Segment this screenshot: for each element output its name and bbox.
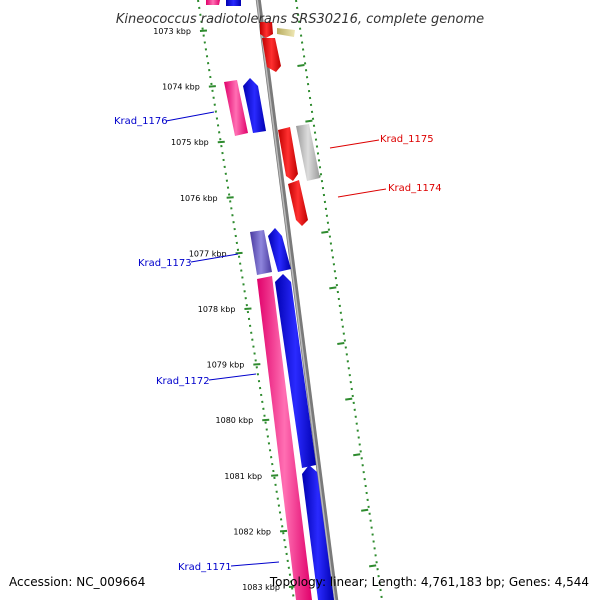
tick-label: 1075 kbp: [171, 138, 209, 147]
accession-label: Accession: NC_009664: [9, 575, 145, 589]
genome-axis-highlight: [256, 0, 336, 600]
label-krad-1173: Krad_1173: [138, 258, 192, 269]
forward-gene-partial-top: [226, 0, 241, 6]
tick-mark-left: [262, 418, 270, 422]
leader-krad-1171: [230, 561, 280, 567]
gene-labels: Krad_1176 Krad_1175 Krad_1174 Krad_1173 …: [114, 111, 442, 573]
forward-gene-krad-1176: [243, 78, 266, 133]
gene-features: [206, 0, 334, 600]
tick-mark-left: [235, 251, 243, 255]
tick-mark-left: [199, 29, 208, 32]
reverse-cds-partial-top: [277, 28, 295, 37]
label-krad-1175: Krad_1175: [380, 134, 434, 145]
tick-label: 1077 kbp: [189, 249, 227, 258]
reverse-gene-1: [262, 38, 281, 72]
forward-cds-krad-1173: [250, 230, 272, 275]
tick-label: 1074 kbp: [162, 83, 200, 92]
tick-mark-left: [279, 529, 288, 533]
tick-label: 1083 kbp: [242, 583, 280, 592]
tick-mark-right: [321, 230, 329, 234]
label-krad-1174: Krad_1174: [388, 183, 442, 194]
reverse-gene-partial-top: [260, 22, 273, 38]
leader-krad-1175: [329, 139, 380, 149]
leader-krad-1173: [190, 253, 239, 263]
tick-mark-right: [369, 564, 377, 568]
forward-gene-krad-1172: [275, 274, 316, 468]
tick-mark-left: [253, 363, 261, 366]
kbp-ticks: 1073 kbp 1074 kbp 1075 kbp 1076 kbp 1077 kbp…: [153, 27, 377, 592]
tick-label: 1081 kbp: [224, 472, 262, 481]
genome-axis: [255, 0, 339, 600]
tick-label: 1076 kbp: [180, 194, 218, 203]
topology-label: Topology: linear; Length: 4,761,183 bp; …: [269, 575, 589, 589]
forward-gene-krad-1173: [268, 228, 291, 272]
leader-krad-1176: [165, 111, 215, 122]
tick-label: 1079 kbp: [207, 361, 245, 370]
tick-mark-right: [337, 342, 345, 345]
scale-dotted-lines: [197, 0, 383, 600]
forward-cds-krad-1176: [224, 80, 248, 136]
tick-mark-right: [305, 119, 313, 123]
tick-mark-right: [361, 508, 369, 512]
tick-mark-right: [353, 453, 361, 457]
reverse-cds-krad-1175: [296, 124, 320, 181]
tick-label: 1073 kbp: [153, 27, 191, 36]
tick-label: 1080 kbp: [216, 416, 254, 425]
reverse-gene-krad-1175: [278, 127, 298, 181]
tick-label: 1082 kbp: [233, 527, 271, 536]
genome-title: Kineococcus radiotolerans SRS30216, comp…: [116, 12, 484, 27]
reverse-gene-krad-1174: [288, 180, 308, 226]
leader-krad-1174: [337, 188, 387, 198]
label-krad-1176: Krad_1176: [114, 116, 168, 127]
tick-mark-left: [217, 140, 225, 144]
tick-mark-left: [208, 85, 216, 88]
tick-label: 1078 kbp: [198, 305, 236, 314]
leader-krad-1172: [208, 373, 257, 381]
label-krad-1171: Krad_1171: [178, 562, 232, 573]
dotted-line-right: [295, 0, 383, 600]
label-krad-1172: Krad_1172: [156, 376, 210, 387]
tick-mark-left: [244, 307, 252, 310]
tick-mark-right: [345, 397, 353, 401]
tick-mark-right: [329, 286, 337, 290]
tick-mark-left: [226, 196, 234, 199]
tick-mark-left: [271, 474, 279, 477]
forward-cds-partial-top: [206, 0, 220, 5]
forward-gene-krad-1171: [302, 465, 334, 600]
forward-cds-krad-1172: [257, 276, 312, 600]
tick-mark-right: [297, 64, 305, 67]
